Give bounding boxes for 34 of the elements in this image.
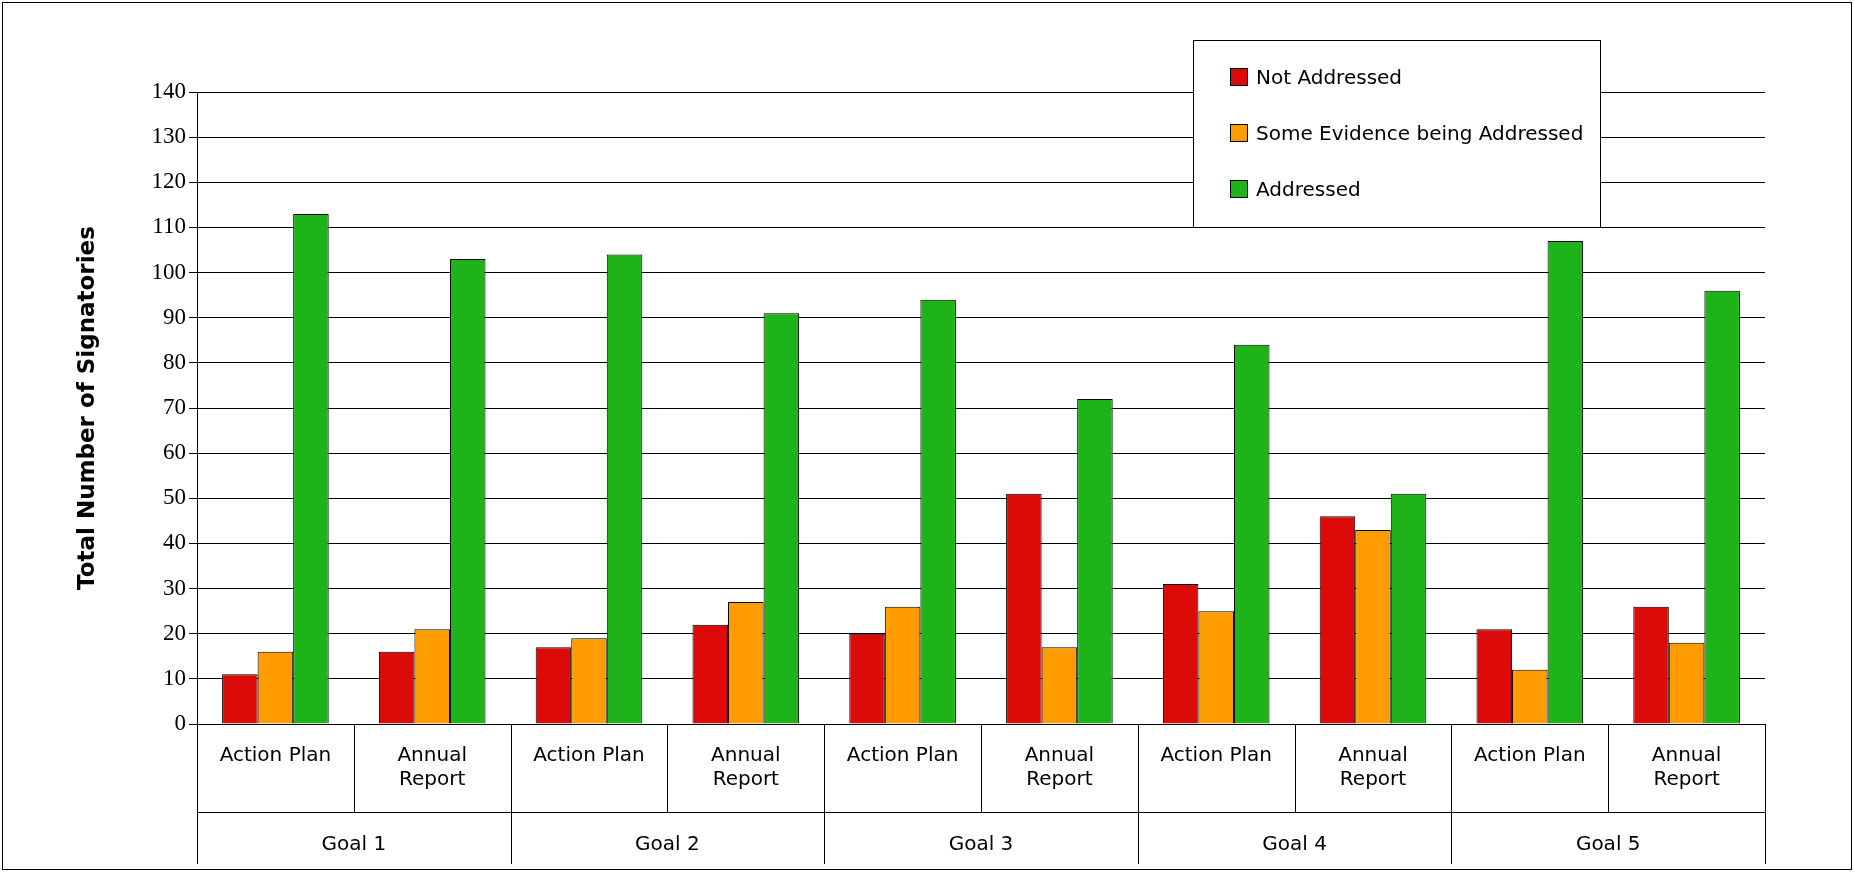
x-tick-label: Action Plan [1160, 742, 1272, 767]
x-tick-label: Action Plan [219, 742, 332, 767]
y-tick-label: 120 [151, 168, 186, 194]
x-tick-label: Action Plan [846, 742, 959, 767]
y-tick-label: 140 [151, 78, 186, 104]
x-tick-label: Annual Report [711, 742, 781, 791]
legend-label: Some Evidence being Addressed [1256, 121, 1584, 145]
y-tick-label: 110 [152, 213, 186, 239]
x-tick-label: Action Plan [533, 742, 645, 767]
y-tick-label: 80 [163, 348, 186, 374]
y-tick-label: 0 [174, 710, 186, 736]
x-tick-label: Action Plan [1474, 742, 1586, 767]
y-tick-label: 90 [163, 303, 186, 329]
y-tick-label: 130 [151, 123, 186, 149]
y-tick-label: 20 [163, 619, 186, 645]
x-tick-label: Annual Report [397, 742, 467, 791]
y-tick-label: 100 [151, 258, 186, 284]
y-tick-label: 70 [163, 394, 186, 420]
y-tick-label: 50 [163, 484, 186, 510]
x-tick-label: Annual Report [1024, 742, 1095, 791]
text: Goal 2 [635, 831, 700, 856]
y-tick-label: 30 [163, 574, 186, 600]
legend-label: Addressed [1256, 177, 1361, 201]
y-tick-label: 10 [163, 664, 186, 690]
legend-label: Not Addressed [1256, 65, 1403, 89]
y-axis-title: Total Number of Signatories [72, 226, 99, 590]
text: Goal 5 [1575, 831, 1641, 856]
x-tick-label: Annual Report [1651, 742, 1722, 791]
text: Goal 1 [321, 831, 387, 856]
x-tick-label: Annual Report [1338, 742, 1408, 791]
text: Goal 3 [948, 831, 1014, 856]
y-tick-label: 40 [163, 529, 186, 555]
y-tick-label: 60 [163, 439, 186, 465]
text: Goal 4 [1262, 831, 1327, 856]
